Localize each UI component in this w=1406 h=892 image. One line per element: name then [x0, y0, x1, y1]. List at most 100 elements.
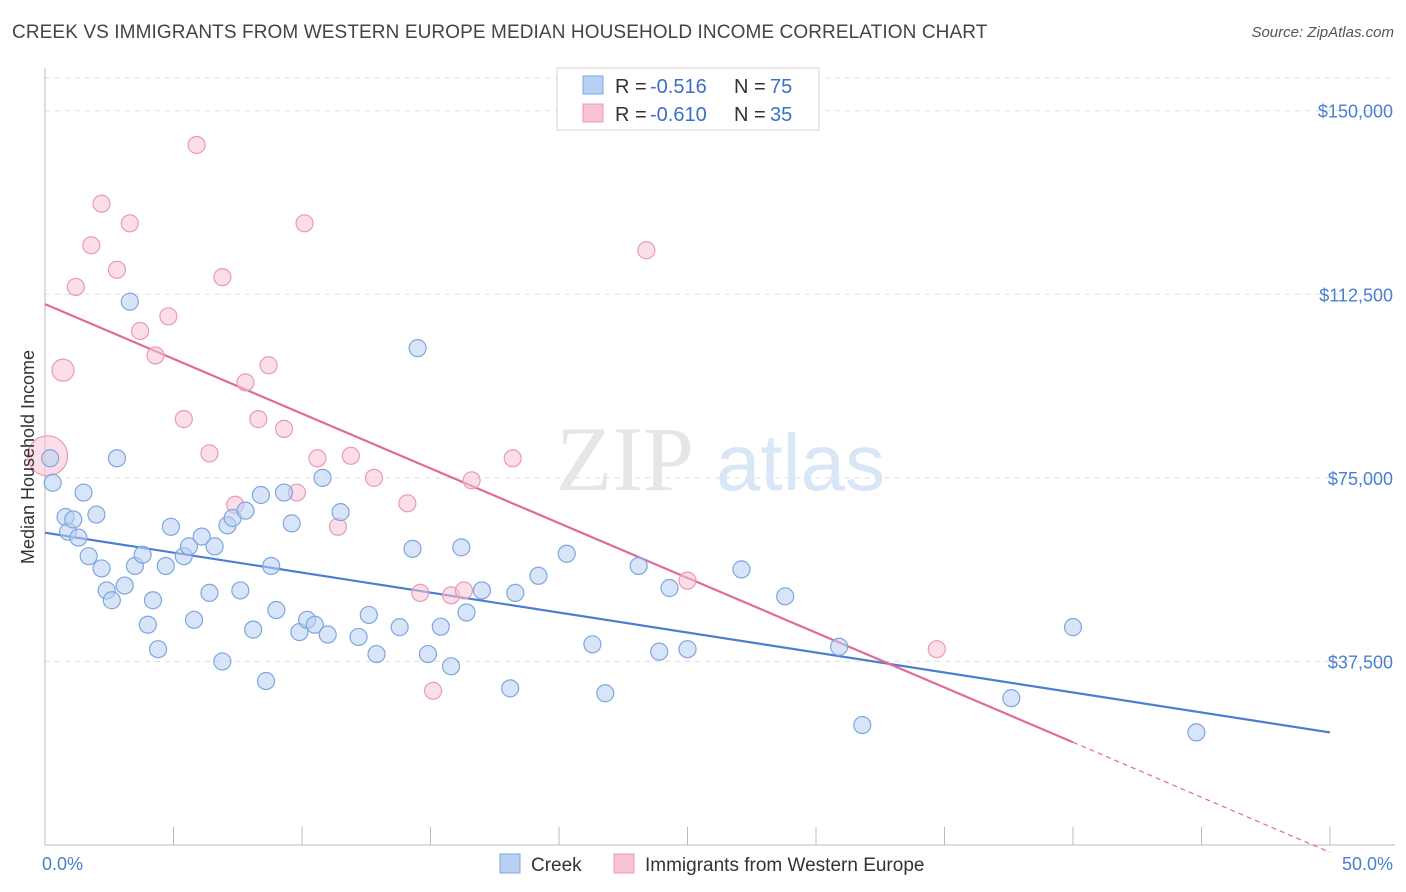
- creek-point: [331, 503, 350, 522]
- creek-point: [596, 684, 615, 703]
- creek-point: [629, 556, 648, 576]
- trend-lines: [44, 303, 1331, 853]
- legend-box: R = -0.516 N = 75 R = -0.610 N = 35: [556, 67, 820, 131]
- bottom-legend: Creek Immigrants from Western Europe: [499, 853, 924, 876]
- creek-point: [231, 581, 250, 600]
- creek-point: [156, 556, 175, 576]
- creek-point: [501, 679, 520, 698]
- creek-point: [1063, 618, 1083, 637]
- creek-point: [138, 615, 157, 634]
- creek-point: [115, 576, 134, 595]
- immigrants-point: [213, 268, 232, 287]
- immigrants-trend-extension: [1072, 741, 1331, 853]
- immigrants-point: [159, 307, 178, 326]
- creek-point: [213, 652, 232, 671]
- creek-point: [179, 537, 199, 556]
- x-tick-label-min: 0.0%: [42, 854, 83, 874]
- immigrants-point: [423, 681, 443, 700]
- y-axis-label: Median Household Income: [18, 350, 38, 564]
- creek-point: [1002, 689, 1021, 708]
- bottom-legend-swatch-creek: [499, 853, 521, 874]
- watermark: ZIP atlas: [556, 408, 885, 510]
- creek-point: [236, 501, 255, 520]
- creek-point: [244, 620, 263, 639]
- immigrants-point: [187, 135, 206, 155]
- legend-r-value-immigrants: -0.610: [650, 104, 707, 126]
- creek-point: [732, 560, 751, 579]
- creek-point: [69, 528, 88, 547]
- creek-points: [41, 292, 1206, 742]
- bottom-legend-creek: Creek: [531, 855, 582, 876]
- immigrants-point: [130, 321, 150, 341]
- source-label: Source: ZipAtlas.com: [1251, 24, 1394, 41]
- creek-point: [200, 583, 219, 602]
- immigrants-point: [200, 444, 219, 463]
- creek-point: [853, 715, 872, 735]
- immigrants-point: [462, 471, 481, 490]
- immigrants-point: [259, 356, 278, 375]
- creek-point: [267, 600, 286, 620]
- immigrants-point: [66, 277, 85, 297]
- creek-point: [120, 292, 139, 311]
- legend-n-label-immigrants: N =: [734, 104, 771, 126]
- immigrants-point: [236, 373, 255, 392]
- creek-point: [305, 615, 324, 634]
- creek-point: [452, 538, 471, 557]
- y-tick-labels: $37,500 $75,000 $112,500 $150,000: [1318, 102, 1393, 673]
- immigrants-point: [82, 236, 101, 255]
- creek-point: [256, 671, 276, 691]
- creek-point: [282, 514, 301, 533]
- immigrants-point: [678, 571, 697, 590]
- creek-point: [107, 449, 127, 468]
- y-tick-label-3: $150,000: [1318, 102, 1393, 122]
- creek-point: [650, 642, 669, 661]
- creek-point: [359, 605, 378, 625]
- immigrants-point: [107, 260, 127, 279]
- creek-point: [441, 657, 461, 676]
- immigrants-point: [503, 449, 522, 468]
- chart-title: CREEK VS IMMIGRANTS FROM WESTERN EUROPE …: [12, 22, 988, 43]
- creek-point: [830, 637, 849, 656]
- y-tick-label-2: $112,500: [1319, 285, 1393, 305]
- immigrants-point: [51, 358, 75, 382]
- x-tick-labels: 0.0% 50.0%: [42, 854, 1393, 874]
- creek-point: [192, 527, 211, 546]
- creek-point: [251, 485, 270, 505]
- creek-point: [418, 644, 438, 664]
- creek-point: [678, 640, 697, 659]
- creek-point: [64, 510, 83, 529]
- creek-point: [403, 539, 422, 558]
- creek-point: [776, 587, 795, 606]
- creek-point: [349, 627, 368, 647]
- y-tick-label-0: $37,500: [1328, 652, 1393, 672]
- immigrants-point: [120, 214, 139, 233]
- immigrants-trend-line: [44, 303, 1074, 744]
- immigrants-point: [249, 410, 268, 429]
- creek-point: [529, 566, 548, 585]
- legend-r-label-immigrants: R =: [615, 104, 652, 126]
- watermark-zip: ZIP: [556, 408, 694, 510]
- creek-point: [102, 591, 121, 610]
- creek-point: [583, 635, 602, 654]
- immigrants-point: [295, 214, 314, 233]
- creek-point: [41, 449, 60, 468]
- creek-point: [161, 517, 181, 536]
- legend-n-value-immigrants: 35: [770, 104, 792, 126]
- legend-swatch-immigrants: [582, 103, 604, 123]
- creek-point: [87, 505, 106, 524]
- creek-point: [318, 625, 337, 644]
- creek-point: [79, 547, 98, 566]
- immigrants-point: [927, 640, 946, 659]
- watermark-atlas: atlas: [716, 418, 885, 507]
- immigrants-point: [341, 446, 360, 465]
- legend-r-label-creek: R =: [615, 76, 652, 98]
- creek-point: [92, 559, 111, 578]
- creek-point: [390, 618, 409, 637]
- bottom-legend-swatch-immigrants: [613, 853, 635, 874]
- immigrants-point: [308, 449, 327, 468]
- creek-point: [274, 483, 294, 502]
- creek-point: [205, 537, 224, 556]
- immigrants-point: [92, 194, 111, 213]
- creek-point: [457, 603, 476, 622]
